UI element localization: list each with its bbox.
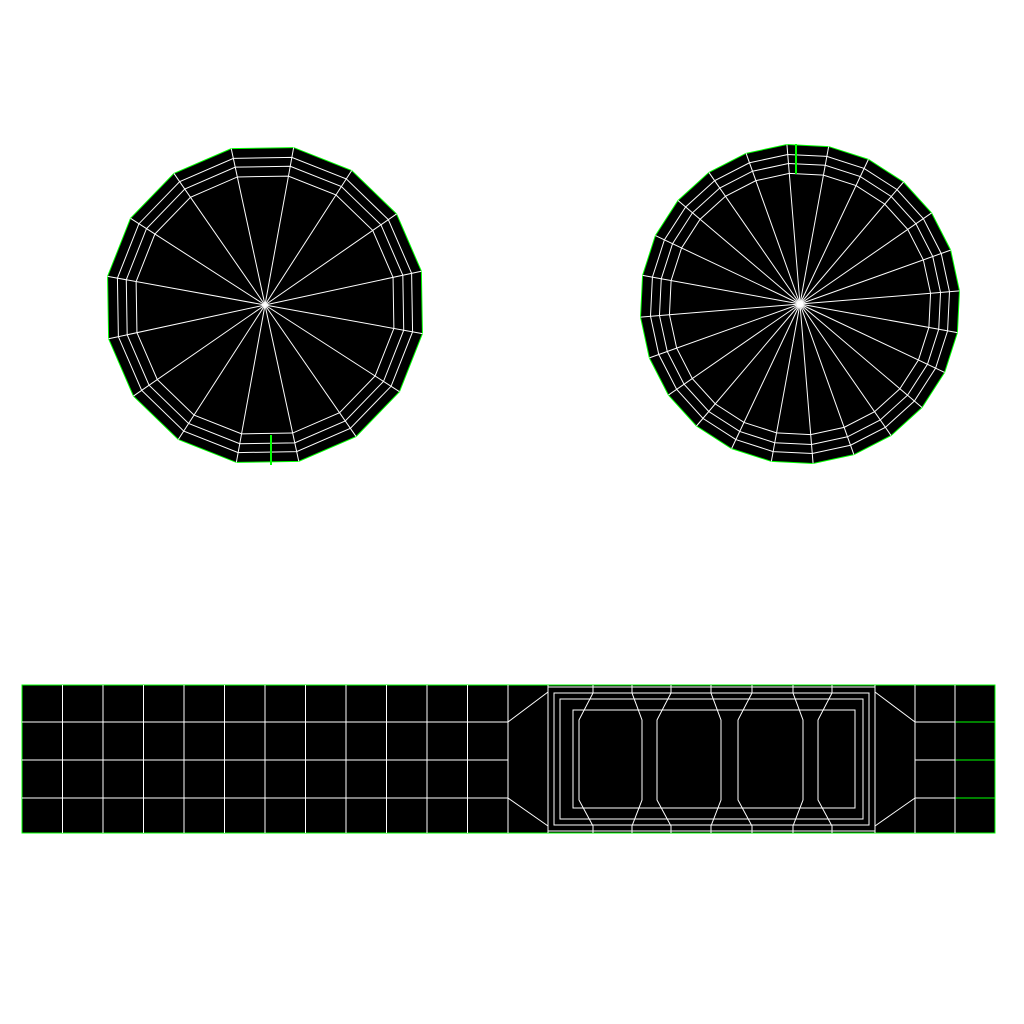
edge-spoke xyxy=(731,303,801,449)
edge-spoke xyxy=(799,303,945,373)
edge-spoke xyxy=(799,290,960,305)
edge-spoke xyxy=(264,147,295,306)
edge-spoke xyxy=(799,181,904,305)
edge-column xyxy=(656,685,672,833)
edge-spoke xyxy=(640,303,801,318)
edge-column xyxy=(737,685,753,833)
edge-spoke xyxy=(799,212,932,305)
uv-island-cap-right xyxy=(640,144,960,464)
edge-spoke xyxy=(770,303,801,462)
edge-spoke xyxy=(264,213,397,306)
edge-spoke xyxy=(264,304,423,335)
inset-panel-ring xyxy=(572,709,856,809)
edge-spoke xyxy=(799,303,958,334)
uv-island-cap-left xyxy=(107,147,423,465)
edge-column xyxy=(792,685,804,833)
edge-diagonal xyxy=(874,797,916,827)
edge-spoke xyxy=(230,148,266,306)
edge-spoke xyxy=(264,304,300,462)
edge-spoke xyxy=(173,173,266,306)
edge-spoke xyxy=(655,235,801,305)
edge-column xyxy=(817,685,833,833)
edge-spoke xyxy=(107,275,266,306)
edge-diagonal xyxy=(507,797,549,827)
edge-spoke xyxy=(799,303,923,408)
edge-column xyxy=(631,685,643,833)
edge-spoke xyxy=(799,159,869,305)
edge-spoke xyxy=(696,303,801,427)
edge-diagonal xyxy=(507,691,549,723)
edge-spoke xyxy=(235,304,266,463)
edge-spoke xyxy=(799,303,855,455)
edge-spoke xyxy=(177,304,266,440)
edge-spoke xyxy=(799,146,830,305)
edge-spoke xyxy=(133,304,266,397)
edge-column xyxy=(578,685,594,833)
edge-spoke xyxy=(799,303,892,436)
edge-spoke xyxy=(108,304,266,340)
edge-spoke xyxy=(642,274,801,305)
edge-spoke xyxy=(786,144,801,305)
edge-spoke xyxy=(677,200,801,305)
edge-spoke xyxy=(264,270,422,306)
edge-spoke xyxy=(668,303,801,396)
edge-spoke xyxy=(130,217,266,306)
edge-diagonal xyxy=(874,691,916,723)
inset-panel-ring xyxy=(559,698,864,820)
edge-spoke xyxy=(799,303,814,464)
edge-spoke xyxy=(745,153,801,305)
edge-column xyxy=(710,685,722,833)
edge-spoke xyxy=(264,304,400,393)
edge-spoke xyxy=(649,303,801,359)
edge-spoke xyxy=(708,172,801,305)
edge-spoke xyxy=(264,304,357,437)
edge-spoke xyxy=(799,249,951,305)
edge-spoke xyxy=(264,170,353,306)
uv-island-side-strip xyxy=(21,684,996,834)
